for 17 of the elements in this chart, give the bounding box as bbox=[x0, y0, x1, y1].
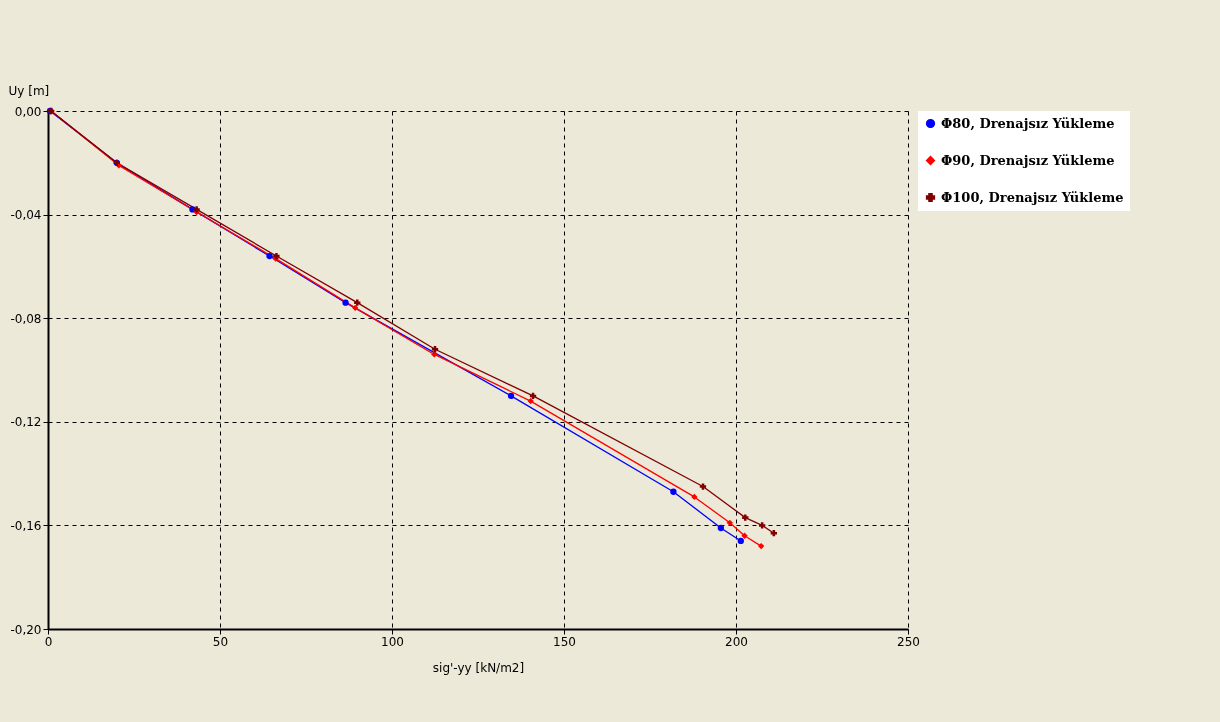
x-tick-label: 50 bbox=[212, 634, 229, 649]
y-tick-label: -0,16 bbox=[10, 518, 42, 533]
y-axis-title: Uy [m] bbox=[8, 83, 50, 98]
x-tick-label: 150 bbox=[553, 634, 576, 649]
legend-label: Φ100, Drenajsız Yükleme bbox=[941, 189, 1124, 205]
x-tick-label: 250 bbox=[897, 634, 920, 649]
y-tick-label: -0,08 bbox=[10, 311, 42, 326]
x-tick-label: 100 bbox=[381, 634, 404, 649]
legend-label: Φ90, Drenajsız Yükleme bbox=[941, 152, 1115, 168]
y-tick-label: -0,12 bbox=[10, 415, 42, 430]
y-tick-label: 0,00 bbox=[14, 104, 42, 119]
x-axis-title: sig'-yy [kN/m2] bbox=[432, 660, 525, 675]
x-tick-label: 0 bbox=[44, 634, 53, 649]
y-tick-label: -0,04 bbox=[10, 208, 42, 223]
y-tick-label: -0,20 bbox=[10, 622, 42, 637]
legend-label: Φ80, Drenajsız Yükleme bbox=[941, 115, 1115, 131]
x-tick-label: 200 bbox=[725, 634, 748, 649]
